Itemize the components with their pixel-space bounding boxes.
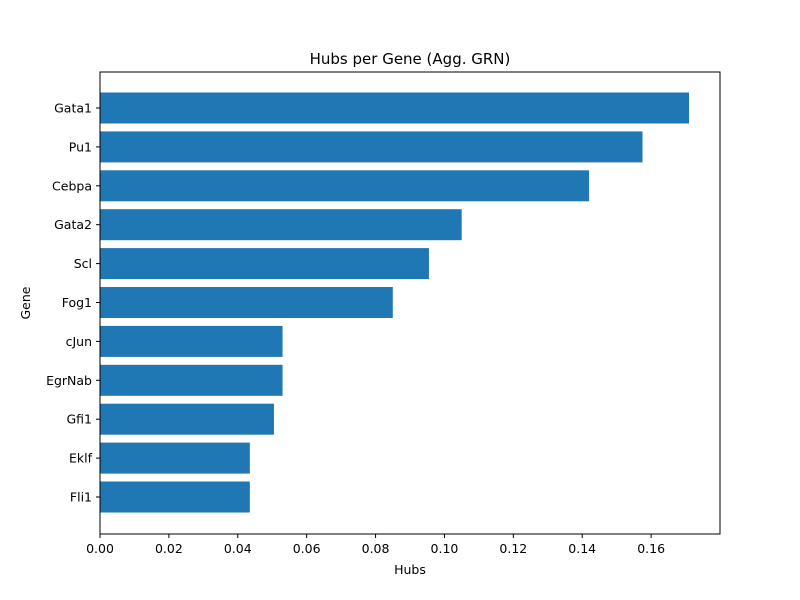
y-tick-label-gata1: Gata1 [54, 101, 92, 116]
bar-pu1 [100, 131, 643, 163]
bar-cjun [100, 325, 283, 357]
bar-eklf [100, 442, 250, 474]
bar-scl [100, 248, 429, 280]
bar-egrnab [100, 364, 283, 396]
y-tick-label-pu1: Pu1 [69, 139, 92, 154]
bar-fog1 [100, 287, 393, 318]
x-tick-label-4: 0.08 [362, 541, 390, 556]
y-tick-label-gfi1: Gfi1 [66, 412, 92, 427]
y-tick-label-fog1: Fog1 [62, 295, 92, 310]
x-tick-label-0: 0.00 [86, 541, 114, 556]
bars-group [100, 92, 689, 513]
y-axis-title: Gene [18, 286, 33, 319]
y-tick-label-scl: Scl [74, 256, 92, 271]
bar-gfi1 [100, 403, 274, 435]
y-tick-label-fli1: Fli1 [70, 490, 92, 505]
bar-gata2 [100, 209, 462, 241]
y-tick-label-cebpa: Cebpa [52, 178, 92, 193]
plot-frame [99, 71, 721, 535]
y-tick-label-egrnab: EgrNab [46, 373, 92, 388]
x-tick-label-3: 0.06 [293, 541, 321, 556]
bar-fli1 [100, 481, 250, 513]
x-axis-ticks: 0.00 0.02 0.04 0.06 0.08 0.10 0.12 0.14 0.16 [86, 534, 665, 556]
y-tick-label-gata2: Gata2 [54, 217, 92, 232]
x-axis-title: Hubs [394, 562, 426, 577]
bar-gata1 [100, 92, 689, 124]
x-tick-label-8: 0.16 [637, 541, 665, 556]
x-tick-label-7: 0.14 [568, 541, 596, 556]
y-tick-label-cjun: cJun [66, 334, 92, 349]
x-tick-label-2: 0.04 [224, 541, 252, 556]
chart-title: Hubs per Gene (Agg. GRN) [310, 50, 511, 68]
x-tick-label-6: 0.12 [499, 541, 527, 556]
bar-cebpa [100, 170, 590, 202]
y-tick-label-eklf: Eklf [69, 451, 93, 466]
x-tick-label-1: 0.02 [155, 541, 183, 556]
y-axis-ticks: Gata1 Pu1 Cebpa Gata2 Scl Fog1 cJun EgrNab Gfi1 E… [46, 101, 100, 505]
x-tick-label-5: 0.10 [431, 541, 459, 556]
